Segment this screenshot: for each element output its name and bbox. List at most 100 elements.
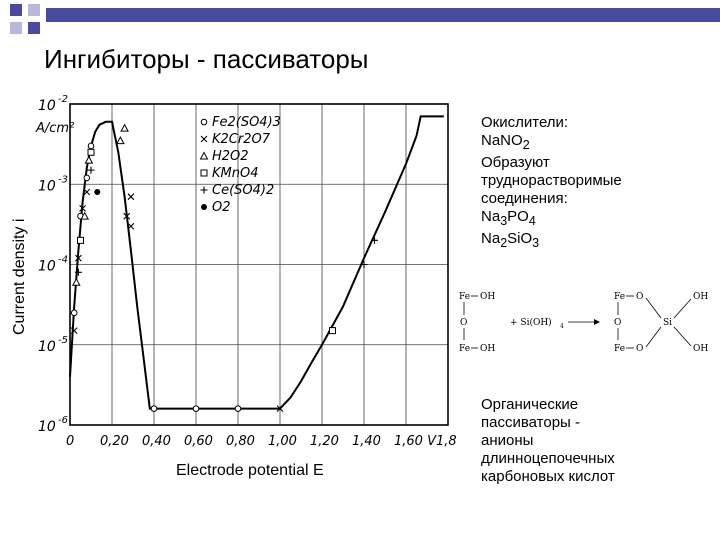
data-point-x — [75, 254, 82, 262]
data-point-triangle — [71, 277, 81, 286]
data-point-x — [70, 327, 78, 335]
data-point-circle-open — [150, 405, 158, 412]
data-point-x — [123, 212, 131, 220]
rx-fe-bot: Fe — [459, 344, 470, 354]
rx-o-left: O — [460, 318, 467, 328]
rx-silicic-acid: + Si(OH) — [510, 317, 552, 328]
side-line-na2sio3: Na2SiO3 — [481, 230, 540, 250]
rx-o-top-r: O — [636, 292, 643, 302]
y-tick-exponent: -5 — [58, 335, 68, 346]
organic-passivators-text: Органические пассиваторы - анионы длинно… — [481, 396, 716, 486]
side-line-form: Образуют — [481, 154, 550, 171]
data-point-triangle — [116, 136, 125, 145]
y-tick-exponent: -3 — [58, 174, 68, 185]
rx-arrowhead — [594, 319, 600, 325]
side-line-na3po4: Na3PO4 — [481, 208, 536, 228]
data-point-circle-open — [234, 405, 242, 412]
rx-silicic-sub: 4 — [560, 323, 564, 330]
data-point-circle-open — [83, 174, 91, 182]
side-line-nano2: NaNO2 — [481, 132, 530, 152]
x-axis-title: Electrode potential E — [176, 462, 324, 479]
y-unit-label: A/cm² — [35, 121, 74, 136]
y-tick-exponent: -2 — [58, 94, 68, 105]
organic-line: пассиваторы - — [481, 414, 580, 431]
data-point-plus — [87, 166, 95, 174]
data-point-square — [77, 236, 84, 244]
deco-square — [28, 22, 40, 34]
legend-label: Fe2(SO4)3 — [212, 115, 281, 130]
legend-label: H2O2 — [212, 149, 249, 164]
organic-line: длинноцепочечных — [481, 450, 615, 467]
organic-line: карбоновых кислот — [481, 468, 615, 485]
rx-fe-top: Fe — [459, 292, 470, 302]
data-point-x — [127, 222, 135, 230]
deco-square — [10, 4, 22, 16]
x-tick-label: 1,40 — [352, 434, 381, 449]
x-tick-label: 1,20 — [310, 434, 339, 449]
organic-line: анионы — [481, 432, 534, 449]
legend-marker — [200, 169, 208, 177]
data-point-x — [83, 188, 91, 196]
x-tick-label: 1,00 — [268, 434, 297, 449]
data-point-circle-open — [87, 142, 95, 150]
data-point-x — [276, 405, 284, 413]
y-tick-label: 10 — [38, 339, 56, 355]
oxidizers-text: Окислители: NaNO2 Образуют труднораствор… — [481, 114, 716, 252]
legend-label: O2 — [212, 200, 231, 215]
y-tick-label: 10 — [38, 98, 56, 114]
passivation-curve — [69, 115, 444, 410]
data-point-triangle — [80, 211, 90, 220]
data-point-plus — [74, 268, 82, 276]
header-decoration — [10, 4, 720, 34]
y-tick-label: 10 — [38, 419, 56, 435]
side-line-insoluble: труднорастворимые — [481, 172, 622, 189]
y-tick-exponent: -6 — [58, 415, 68, 426]
deco-square — [10, 22, 22, 34]
legend-marker — [200, 186, 208, 194]
rx-fe-top-r: Fe — [614, 292, 625, 302]
legend-label: Ce(SO4)2 — [212, 183, 274, 198]
x-tick-label: 0 — [66, 434, 74, 449]
x-tick-label: 1,8 — [436, 434, 457, 449]
y-axis-title: Current density i — [11, 219, 28, 336]
rx-oh-bot-r: OH — [693, 344, 708, 354]
data-point-circle-filled — [94, 189, 101, 196]
legend-marker — [199, 151, 209, 160]
side-line-oxidizers: Окислители: — [481, 114, 569, 131]
x-tick-label: 1,60 V — [394, 434, 437, 449]
rx-oh-top-r: OH — [693, 292, 708, 302]
header-bar — [46, 8, 720, 22]
rx-si: Si — [663, 318, 672, 328]
data-point-square — [87, 148, 95, 156]
organic-line: Органические — [481, 396, 579, 413]
y-tick-exponent: -4 — [58, 255, 68, 266]
legend-marker — [200, 118, 208, 126]
x-tick-label: 0,60 — [184, 434, 213, 449]
side-line-compounds: соединения: — [481, 190, 568, 207]
data-point-x — [79, 205, 86, 212]
data-point-x — [127, 193, 135, 201]
data-point-plus — [360, 261, 368, 268]
x-tick-label: 0,20 — [100, 434, 129, 449]
data-point-circle-open — [192, 405, 200, 412]
legend-marker — [200, 135, 208, 143]
data-point-plus — [371, 236, 378, 244]
legend-label: KMnO4 — [212, 166, 258, 181]
rx-fe-bot-r: Fe — [614, 344, 625, 354]
data-point-triangle — [84, 155, 94, 164]
y-tick-label: 10 — [38, 259, 56, 275]
rx-o-mid-r: O — [614, 318, 621, 328]
data-point-triangle — [120, 123, 129, 132]
deco-square — [28, 4, 40, 16]
data-point-square — [329, 327, 336, 335]
rx-oh-top: OH — [480, 292, 495, 302]
rx-oh-bot: OH — [480, 344, 495, 354]
rx-o-bot-r: O — [636, 344, 643, 354]
legend-label: K2Cr2O7 — [212, 132, 271, 147]
silicate-reaction-scheme: Fe OH O Fe OH + Si(OH) 4 Fe O OH O Fe O … — [459, 292, 708, 354]
y-tick-label: 10 — [38, 178, 56, 194]
slide-title: Ингибиторы - пассиваторы — [44, 44, 369, 74]
plot-frame — [69, 103, 449, 426]
x-tick-label: 0,40 — [142, 434, 171, 449]
